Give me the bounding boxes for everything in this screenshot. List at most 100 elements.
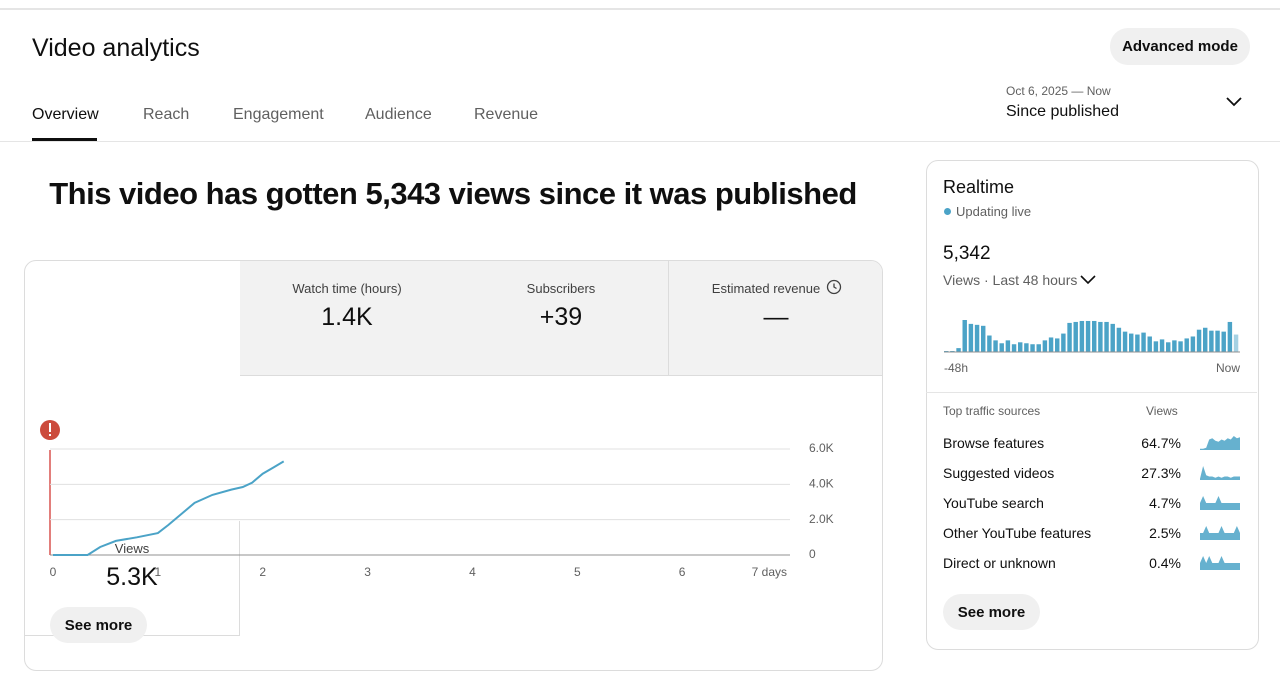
bar (1036, 344, 1041, 352)
sparkline (1200, 526, 1240, 540)
y-tick-label: 2.0K (809, 512, 834, 526)
page-title: Video analytics (32, 34, 200, 62)
metric-label: Subscribers (526, 281, 596, 296)
sparkline (1200, 556, 1240, 570)
bar (1221, 331, 1226, 352)
x-tick-label: -48h (944, 361, 968, 375)
date-range: Oct 6, 2025 — Now (1006, 84, 1111, 98)
x-tick-label: 2 (259, 565, 266, 579)
bar (1104, 321, 1109, 352)
bar (1110, 323, 1115, 352)
bar (1085, 320, 1091, 352)
bar (993, 340, 998, 352)
traffic-share: 27.3% (1141, 465, 1181, 481)
sparkline (1200, 436, 1240, 450)
traffic-share: 4.7% (1149, 495, 1181, 511)
bar (968, 323, 974, 352)
bar (1079, 320, 1085, 352)
x-tick-label: 1 (155, 565, 162, 579)
bar (1196, 329, 1202, 352)
divider (926, 392, 1257, 393)
bar (1227, 321, 1233, 352)
tab[interactable]: Reach (143, 106, 190, 123)
bar (987, 335, 992, 352)
metric-value: +39 (539, 303, 583, 331)
bar (981, 325, 986, 352)
live-dot (944, 208, 951, 215)
tab[interactable]: Engagement (233, 106, 324, 123)
traffic-share: 2.5% (1149, 525, 1181, 541)
bar (1092, 320, 1097, 352)
y-tick-label: 6.0K (809, 441, 834, 455)
sparkline (1200, 466, 1240, 480)
bar (999, 343, 1004, 352)
bar (1018, 342, 1023, 352)
chevron (1080, 275, 1096, 285)
metric-value: 1.4K (321, 303, 373, 331)
bar (1129, 333, 1134, 352)
date-label: Since published (1006, 103, 1119, 120)
bar (1024, 343, 1029, 352)
bar (1005, 340, 1011, 352)
see-more-button[interactable]: See more (943, 594, 1040, 630)
line (53, 460, 285, 556)
realtime-period[interactable]: Views · Last 48 hours (943, 272, 1078, 288)
traffic-share: 0.4% (1149, 555, 1181, 571)
x-tick-label: 0 (50, 565, 57, 579)
metric-tile[interactable]: Watch time (hours) 1.4K (240, 261, 455, 376)
bar (1055, 338, 1060, 352)
x-tick-label: 5 (574, 565, 581, 579)
bar (974, 324, 980, 352)
bar (1215, 330, 1220, 352)
traffic-metric: Views (1146, 404, 1178, 418)
x-tick-label: Now (1216, 361, 1240, 375)
bar (1098, 321, 1103, 352)
bar (1166, 342, 1171, 352)
date-range-picker[interactable]: Oct 6, 2025 — Now Since published (1006, 82, 1256, 126)
x-tick-label: 6 (679, 565, 686, 579)
advanced-mode-button[interactable]: Advanced mode (1110, 28, 1250, 65)
see-more-button[interactable]: See more (50, 607, 147, 643)
realtime-title: Realtime (943, 177, 1015, 197)
bar (1135, 334, 1140, 352)
top-border (0, 8, 1280, 10)
bar (1073, 321, 1078, 352)
metric-label: Views (114, 541, 150, 556)
bar (1141, 332, 1146, 352)
traffic-header: Top traffic sources (943, 404, 1041, 418)
bar (1190, 336, 1196, 352)
bar (1030, 344, 1035, 352)
y-tick-label: 0 (809, 547, 816, 561)
clock-icon (826, 279, 842, 295)
tab[interactable]: Audience (365, 106, 432, 123)
tab[interactable]: Overview (32, 106, 99, 123)
bar (1116, 327, 1122, 352)
tab[interactable]: Revenue (474, 106, 539, 123)
bar (1178, 341, 1183, 352)
bar (1011, 344, 1017, 352)
bar (1048, 337, 1054, 352)
alert-icon (49, 434, 51, 436)
bar (1172, 340, 1177, 352)
traffic-source: Other YouTube features (943, 525, 1092, 541)
bar (1209, 330, 1214, 352)
alert-icon (49, 423, 51, 432)
metric-tile[interactable]: Estimated revenue — (669, 261, 882, 376)
realtime-count: 5,342 (943, 243, 991, 264)
bar (1067, 322, 1072, 352)
bar (956, 348, 961, 352)
x-tick-label: 7 days (752, 565, 787, 579)
bar (1122, 331, 1128, 352)
metric-tile[interactable]: Subscribers +39 (454, 261, 669, 376)
traffic-source: YouTube search (943, 495, 1044, 511)
divider (0, 141, 1280, 142)
bar (1203, 327, 1208, 352)
realtime-status: Updating live (956, 204, 1032, 219)
bar (1159, 339, 1165, 352)
traffic-source: Browse features (943, 435, 1045, 451)
bar (1147, 336, 1152, 352)
metric-value: — (763, 303, 789, 331)
tab-indicator (32, 138, 97, 141)
